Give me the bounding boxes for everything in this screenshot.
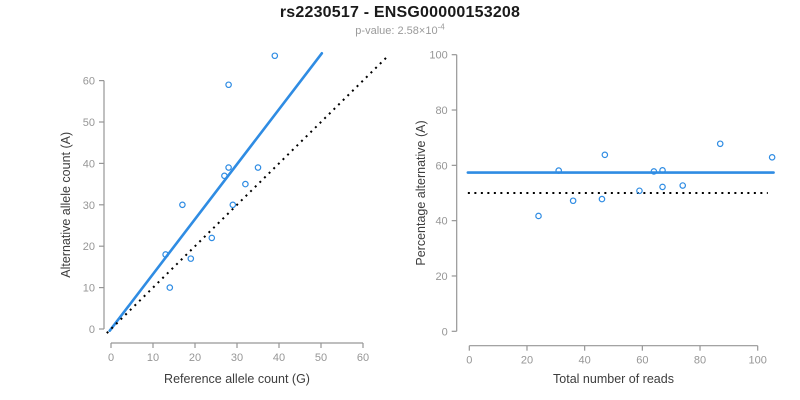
data-point	[208, 234, 216, 242]
panel-right: 0 20 40 60 80 100 0 20 40 60 80 100 Total number of …	[414, 50, 776, 386]
data-point	[221, 172, 228, 180]
data-point	[659, 167, 666, 174]
data-point	[569, 197, 577, 205]
x-tick-label: 60	[357, 352, 369, 364]
y-tick-label: 100	[429, 50, 447, 62]
data-point	[636, 187, 643, 195]
x-axis-title: Reference allele count (G)	[164, 372, 310, 386]
data-point	[254, 164, 262, 171]
y-tick-label: 60	[83, 76, 95, 88]
data-point	[271, 52, 279, 60]
data-point	[679, 182, 687, 189]
data-point	[242, 180, 249, 188]
x-tick-label: 10	[147, 352, 159, 364]
data-point	[187, 255, 195, 262]
y-tick-label: 40	[435, 216, 447, 228]
y-axis-title: Alternative allele count (A)	[59, 132, 73, 278]
data-point	[225, 81, 232, 89]
data-point	[162, 251, 169, 258]
fit-line	[108, 51, 324, 332]
data-point	[598, 195, 606, 203]
y-tick-label: 10	[83, 283, 95, 295]
data-point	[166, 284, 174, 291]
y-tick-label: 80	[435, 105, 447, 117]
data-point	[601, 151, 609, 159]
identity-line	[106, 57, 387, 334]
data-point	[768, 154, 776, 161]
y-tick-label: 20	[435, 271, 447, 283]
x-tick-label: 80	[694, 355, 706, 367]
x-tick-label: 40	[273, 352, 285, 364]
data-point	[659, 183, 666, 191]
data-point	[555, 167, 563, 174]
x-tick-label: 40	[579, 355, 591, 367]
x-axis-title: Total number of reads	[553, 372, 674, 386]
y-tick-label: 0	[89, 324, 95, 336]
x-tick-label: 100	[749, 355, 767, 367]
data-point	[229, 201, 237, 209]
y-tick-label: 20	[83, 241, 95, 253]
y-tick-label: 50	[83, 117, 95, 129]
panel-left: 0 10 20 30 40 50 60 0 10 20 30 40 50 60 Reference alle…	[59, 51, 387, 386]
x-tick-label: 20	[189, 352, 201, 364]
x-tick-label: 30	[231, 352, 243, 364]
data-point	[650, 168, 658, 175]
data-point	[225, 164, 232, 171]
y-tick-label: 60	[435, 160, 447, 172]
y-axis-title: Percentage alternative (A)	[414, 120, 428, 265]
x-tick-label: 0	[108, 352, 114, 364]
x-tick-label: 0	[466, 355, 472, 367]
y-tick-label: 30	[83, 200, 95, 212]
y-tick-label: 0	[442, 326, 448, 338]
data-point	[716, 140, 724, 148]
data-point	[179, 201, 186, 209]
x-tick-label: 50	[315, 352, 327, 364]
x-tick-label: 20	[521, 355, 533, 367]
y-tick-label: 40	[83, 158, 95, 170]
x-tick-label: 60	[636, 355, 648, 367]
data-point	[535, 212, 542, 220]
